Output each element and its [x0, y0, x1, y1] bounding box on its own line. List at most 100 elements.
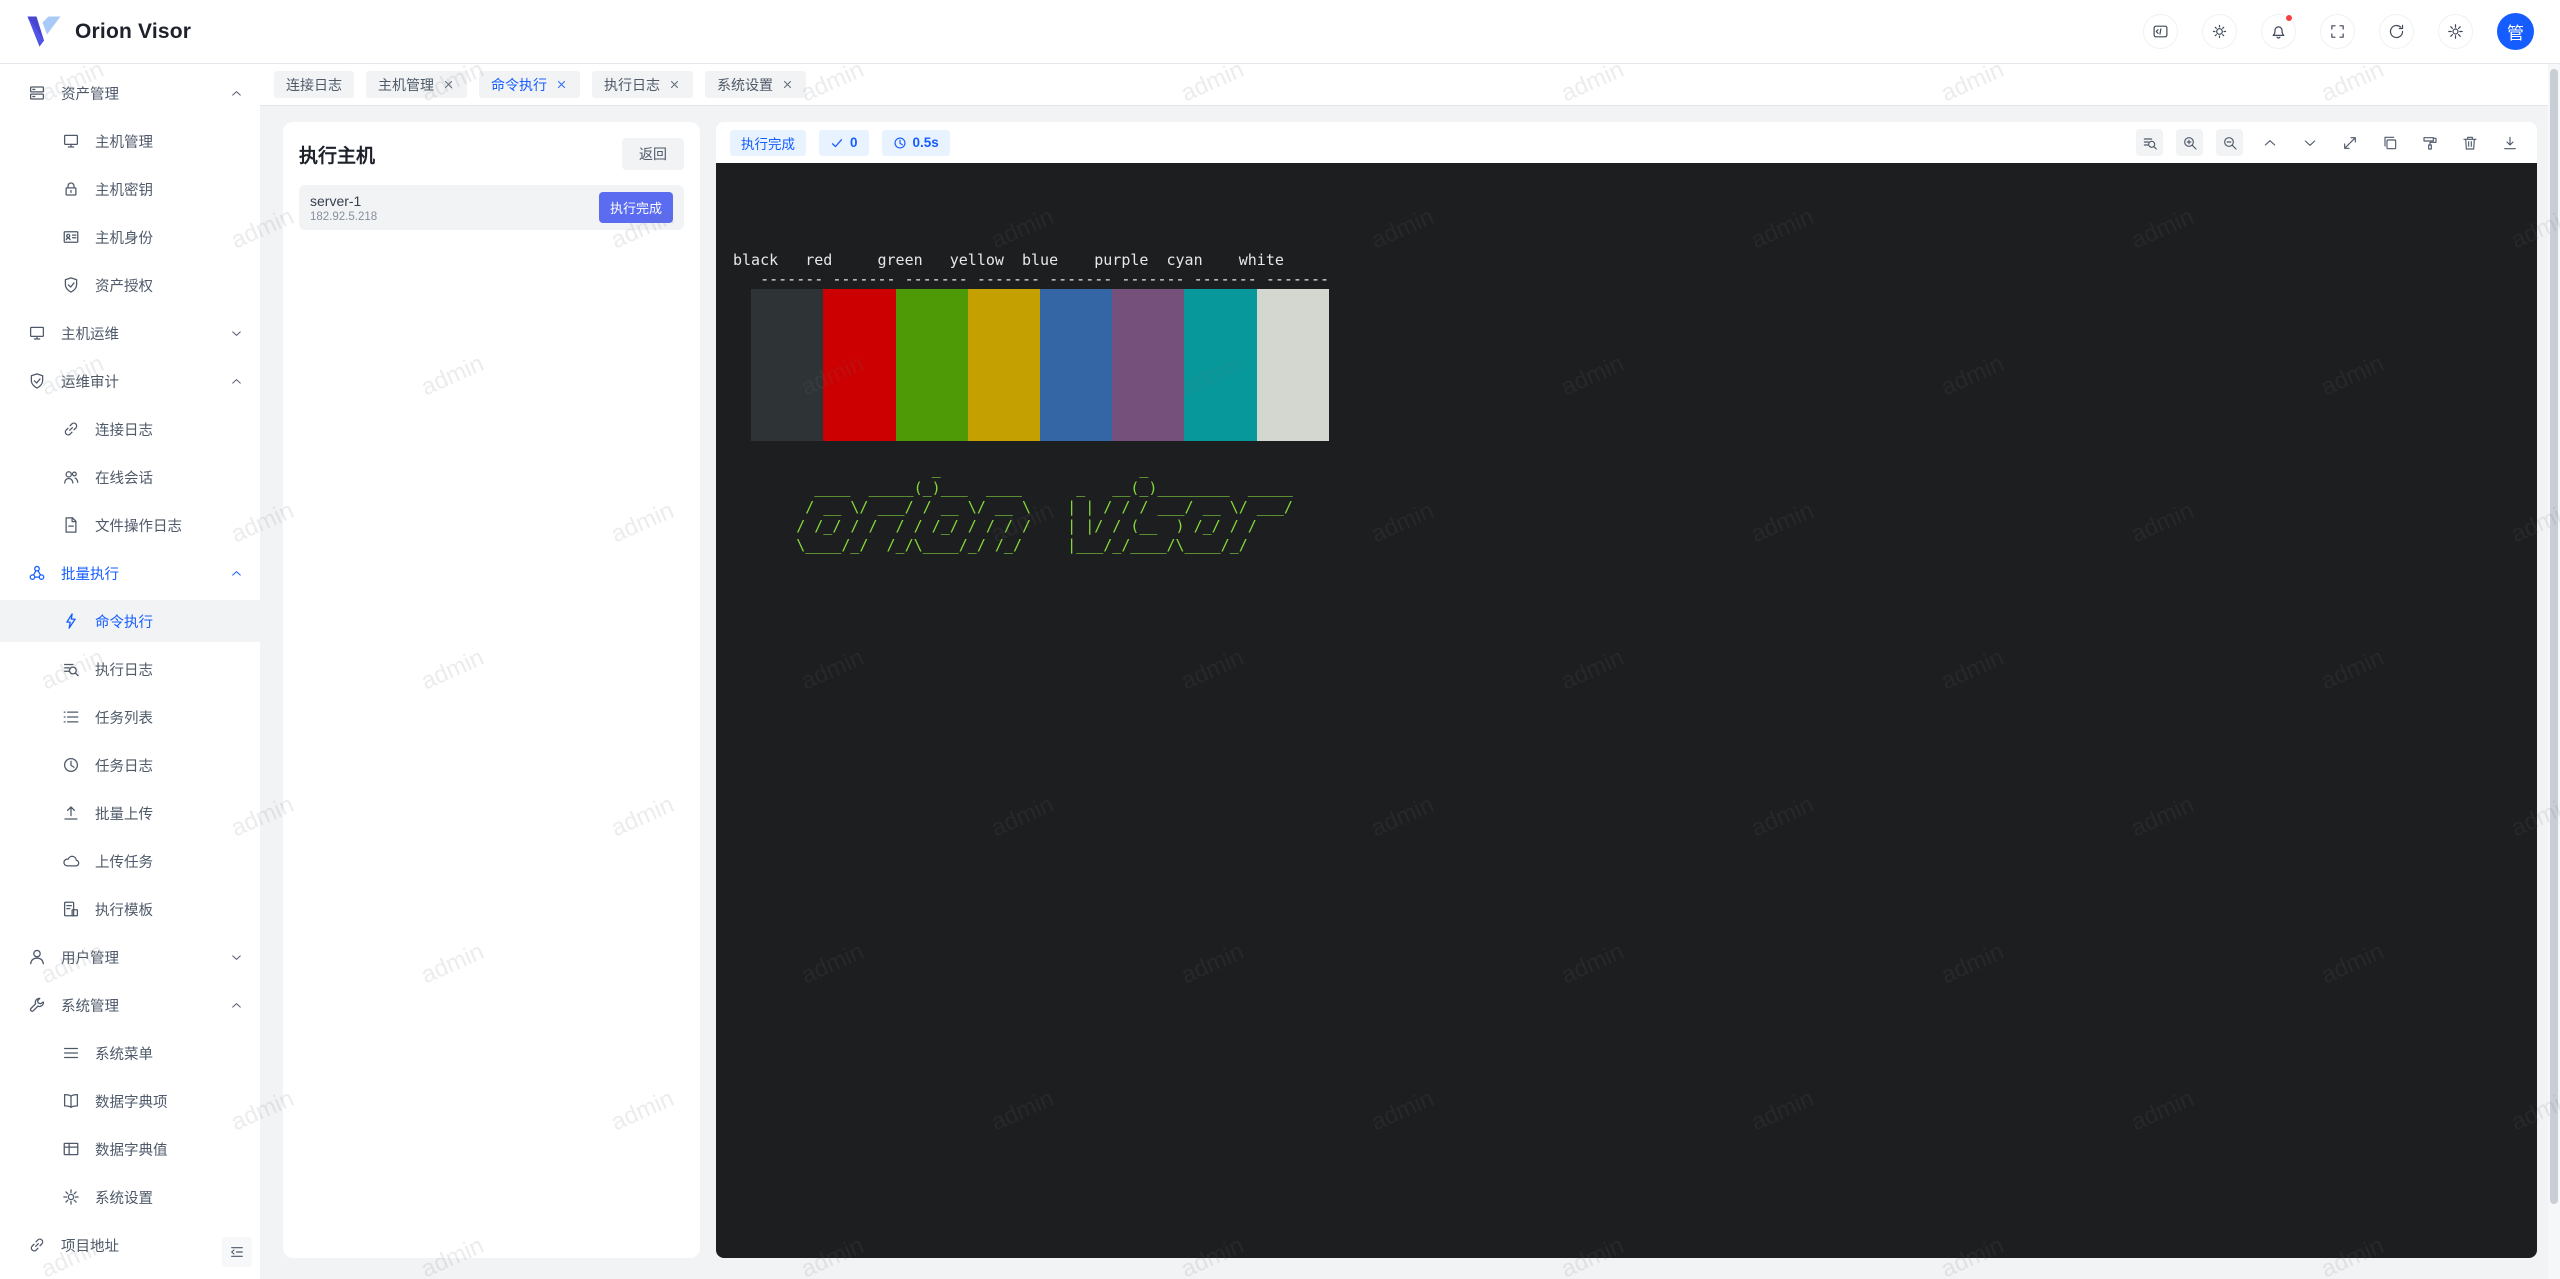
exit-code-value: 0: [850, 135, 858, 150]
sidebar-item-asset-grant[interactable]: 资产授权: [0, 264, 260, 306]
terminal-download-button[interactable]: [2496, 129, 2523, 156]
settings-button[interactable]: [2438, 14, 2473, 49]
host-list-item[interactable]: server-1 182.92.5.218 执行完成: [299, 185, 684, 230]
duration-badge: 0.5s: [881, 129, 950, 156]
fullscreen-button[interactable]: [2320, 14, 2355, 49]
sidebar-item-label: 运维审计: [61, 374, 119, 391]
refresh-icon: [2388, 23, 2405, 40]
sidebar-item-file-op-log[interactable]: 文件操作日志: [0, 504, 260, 546]
sidebar-item-project-url[interactable]: 项目地址: [0, 1224, 260, 1266]
sidebar-item-ops-audit[interactable]: 运维审计: [0, 360, 260, 402]
terminal-clear-screen-button[interactable]: [2416, 129, 2443, 156]
api-docs-button[interactable]: [2143, 14, 2178, 49]
zoom-out-icon: [2222, 135, 2238, 151]
sidebar-item-system-menu[interactable]: 系统菜单: [0, 1032, 260, 1074]
search-list-icon: [2142, 135, 2158, 151]
sidebar-item-label: 执行模板: [95, 902, 153, 919]
sidebar-item-exec-log[interactable]: 执行日志: [0, 648, 260, 690]
sidebar-item-host-identity[interactable]: 主机身份: [0, 216, 260, 258]
table-icon: [62, 1140, 80, 1158]
tab-close-icon[interactable]: [555, 78, 568, 91]
terminal-expand-button[interactable]: [2336, 129, 2363, 156]
bolt-icon: [62, 612, 80, 630]
tab-host-manage[interactable]: 主机管理: [366, 71, 467, 98]
terminal-copy-button[interactable]: [2376, 129, 2403, 156]
sidebar-item-asset-manage[interactable]: 资产管理: [0, 72, 260, 114]
terminal-color-blocks: [751, 289, 2537, 441]
history-icon: [62, 756, 80, 774]
sidebar-item-host-manage[interactable]: 主机管理: [0, 120, 260, 162]
tab-exec-log[interactable]: 执行日志: [592, 71, 693, 98]
tab-close-icon[interactable]: [668, 78, 681, 91]
sidebar-item-command-exec[interactable]: 命令执行: [0, 600, 260, 642]
user-icon: [28, 948, 46, 966]
clock-icon: [893, 136, 907, 150]
color-block-black: [751, 289, 824, 441]
host-status-badge: 执行完成: [598, 192, 673, 223]
tab-command-exec[interactable]: 命令执行: [479, 71, 580, 98]
page-scrollbar[interactable]: [2548, 64, 2560, 1279]
terminal-blank-line: [733, 232, 2537, 251]
wrench-icon: [28, 996, 46, 1014]
desktop-icon: [62, 132, 80, 150]
theme-button[interactable]: [2202, 14, 2237, 49]
sidebar-item-label: 在线会话: [95, 470, 153, 487]
chevron-up-icon: [230, 87, 243, 100]
color-block-cyan: [1184, 289, 1257, 441]
terminal-zoom-in-button[interactable]: [2176, 129, 2203, 156]
fullscreen-icon: [2329, 23, 2346, 40]
sidebar-collapse-button[interactable]: [222, 1237, 252, 1267]
panel-title: 执行主机: [299, 145, 376, 167]
sidebar-item-label: 连接日志: [95, 422, 153, 439]
avatar[interactable]: 管: [2497, 13, 2534, 50]
sidebar-item-exec-template[interactable]: 执行模板: [0, 888, 260, 930]
refresh-button[interactable]: [2379, 14, 2414, 49]
book-icon: [62, 1092, 80, 1110]
terminal-scroll-up-button[interactable]: [2256, 129, 2283, 156]
terminal-search-log-button[interactable]: [2136, 129, 2163, 156]
exec-host-panel-header: 执行主机 返回: [299, 138, 684, 170]
sidebar-item-label: 系统设置: [95, 1190, 153, 1207]
terminal-output[interactable]: black red green yellow blue purple cyan …: [716, 163, 2537, 1258]
sidebar-item-user-manage[interactable]: 用户管理: [0, 936, 260, 978]
tab-close-icon[interactable]: [442, 78, 455, 91]
chevron-down-icon: [230, 951, 243, 964]
sidebar-item-dict-value[interactable]: 数据字典值: [0, 1128, 260, 1170]
sidebar-item-connect-log[interactable]: 连接日志: [0, 408, 260, 450]
notifications-button[interactable]: [2261, 13, 2296, 49]
sidebar-item-system-manage[interactable]: 系统管理: [0, 984, 260, 1026]
terminal-zoom-out-button[interactable]: [2216, 129, 2243, 156]
sidebar-item-label: 上传任务: [95, 854, 153, 871]
sidebar-item-task-list[interactable]: 任务列表: [0, 696, 260, 738]
tab-label: 主机管理: [378, 76, 434, 93]
duration-value: 0.5s: [912, 135, 939, 150]
page-scrollbar-thumb[interactable]: [2550, 69, 2558, 1204]
color-block-purple: [1112, 289, 1185, 441]
sidebar-item-label: 系统菜单: [95, 1046, 153, 1063]
shield-check-icon: [62, 276, 80, 294]
tab-label: 系统设置: [717, 76, 773, 93]
color-block-yellow: [967, 289, 1040, 441]
sidebar-item-batch-upload[interactable]: 批量上传: [0, 792, 260, 834]
exit-code-badge: 0: [819, 129, 869, 156]
sidebar-item-upload-task[interactable]: 上传任务: [0, 840, 260, 882]
tab-system-setting[interactable]: 系统设置: [705, 71, 806, 98]
tab-close-icon[interactable]: [781, 78, 794, 91]
exec-status-badge: 执行完成: [730, 129, 806, 156]
sidebar-item-task-log[interactable]: 任务日志: [0, 744, 260, 786]
sidebar-item-host-ops[interactable]: 主机运维: [0, 312, 260, 354]
sidebar-item-online-session[interactable]: 在线会话: [0, 456, 260, 498]
tab-connect-log[interactable]: 连接日志: [274, 71, 354, 98]
cloud-icon: [62, 852, 80, 870]
sidebar-item-system-setting[interactable]: 系统设置: [0, 1176, 260, 1218]
terminal-delete-button[interactable]: [2456, 129, 2483, 156]
sidebar-item-label: 系统管理: [61, 998, 119, 1015]
chevron-up-icon: [230, 375, 243, 388]
terminal-scroll-down-button[interactable]: [2296, 129, 2323, 156]
header-actions: 管: [2143, 13, 2534, 50]
sidebar-item-label: 执行日志: [95, 662, 153, 679]
back-button[interactable]: 返回: [622, 138, 684, 170]
sidebar-item-dict-key[interactable]: 数据字典项: [0, 1080, 260, 1122]
sidebar-item-host-key[interactable]: 主机密钥: [0, 168, 260, 210]
sidebar-item-batch-exec[interactable]: 批量执行: [0, 552, 260, 594]
